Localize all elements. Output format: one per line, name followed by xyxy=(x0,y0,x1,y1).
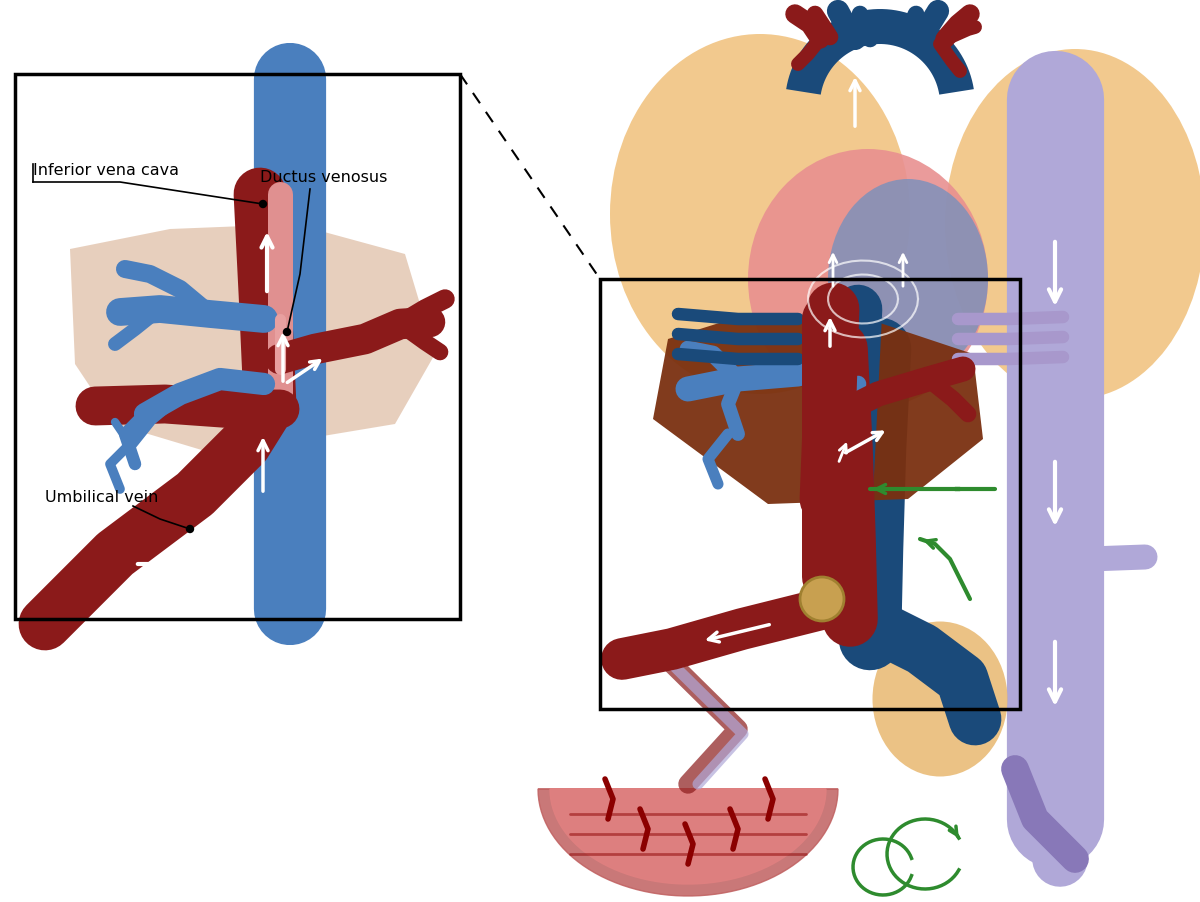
Circle shape xyxy=(259,201,266,208)
Polygon shape xyxy=(786,10,974,96)
Polygon shape xyxy=(550,789,826,884)
Bar xyxy=(600,280,1020,709)
Circle shape xyxy=(82,392,109,420)
Polygon shape xyxy=(538,789,838,896)
Polygon shape xyxy=(70,225,436,455)
Ellipse shape xyxy=(610,35,910,394)
Ellipse shape xyxy=(748,150,988,410)
Ellipse shape xyxy=(946,50,1200,400)
Text: Ductus venosus: Ductus venosus xyxy=(260,170,388,185)
Circle shape xyxy=(800,577,844,621)
Text: Umbilical vein: Umbilical vein xyxy=(46,490,158,504)
Ellipse shape xyxy=(828,179,988,380)
Bar xyxy=(14,75,460,620)
Text: Inferior vena cava: Inferior vena cava xyxy=(34,163,179,178)
Circle shape xyxy=(283,329,290,336)
Circle shape xyxy=(186,526,193,533)
Polygon shape xyxy=(653,315,983,504)
Ellipse shape xyxy=(872,621,1008,777)
